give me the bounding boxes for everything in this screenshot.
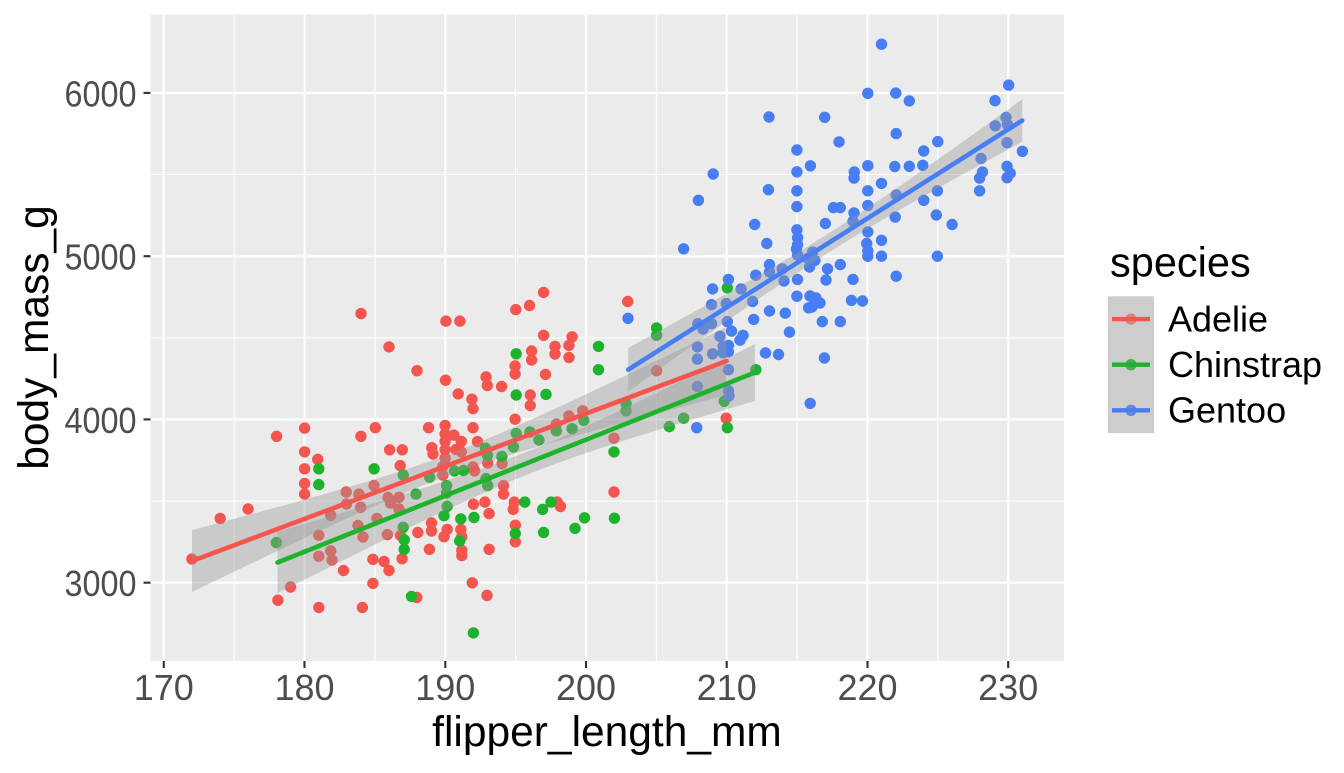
svg-text:5000: 5000 [65,237,137,278]
svg-text:180: 180 [274,667,334,708]
svg-text:200: 200 [556,667,616,708]
svg-text:Adelie: Adelie [1168,299,1268,340]
svg-text:Gentoo: Gentoo [1168,390,1286,431]
svg-text:species: species [1110,238,1251,285]
svg-text:210: 210 [697,667,757,708]
svg-text:170: 170 [134,667,194,708]
svg-text:4000: 4000 [65,400,137,441]
svg-text:6000: 6000 [65,73,137,114]
svg-text:3000: 3000 [65,563,137,604]
svg-text:190: 190 [415,667,475,708]
svg-text:220: 220 [837,667,897,708]
svg-text:Chinstrap: Chinstrap [1168,344,1322,385]
svg-text:flipper_length_mm: flipper_length_mm [432,709,782,756]
svg-text:230: 230 [978,667,1038,708]
svg-text:body_mass_g: body_mass_g [11,205,58,470]
